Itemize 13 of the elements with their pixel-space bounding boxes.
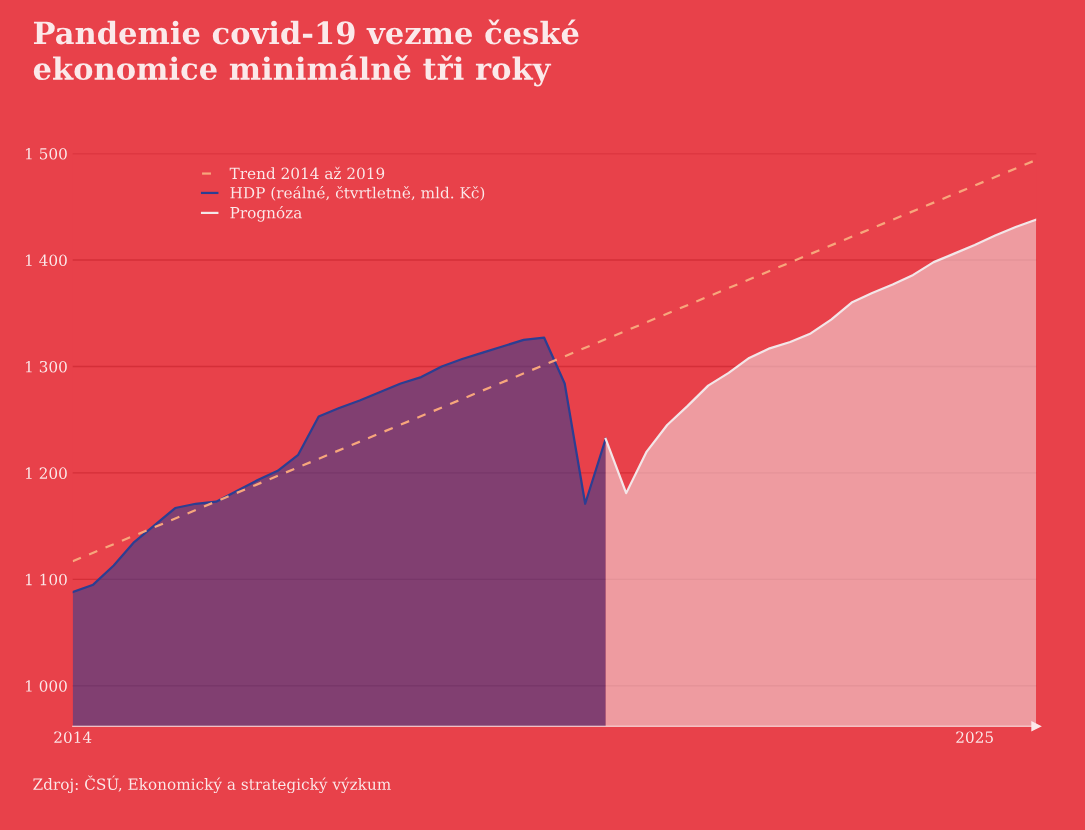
x-tick-label: 2025 [956,731,993,743]
y-tick-label: 1 400 [25,254,67,267]
y-tick-label: 1 100 [25,573,67,586]
text: Zdroj: ČSÚ, Ekonomický a strategický výzkum [33,775,391,794]
y-tick-label: 1 200 [25,467,67,479]
y-tick-label: 1 300 [25,360,67,373]
legend-label: Prognóza [230,206,302,222]
legend-label: Trend 2014 až 2019 [229,166,385,180]
y-tick-label: 1 500 [25,148,67,160]
chart-title: Pandemie covid-19 vezme české ekonomice minimálně tři roky [33,19,579,87]
y-tick-label: 1 000 [25,680,67,692]
x-tick-label: 2014 [54,731,92,743]
legend-label: HDP (reálné, čtvrtletně, mld. Kč) [230,186,485,201]
